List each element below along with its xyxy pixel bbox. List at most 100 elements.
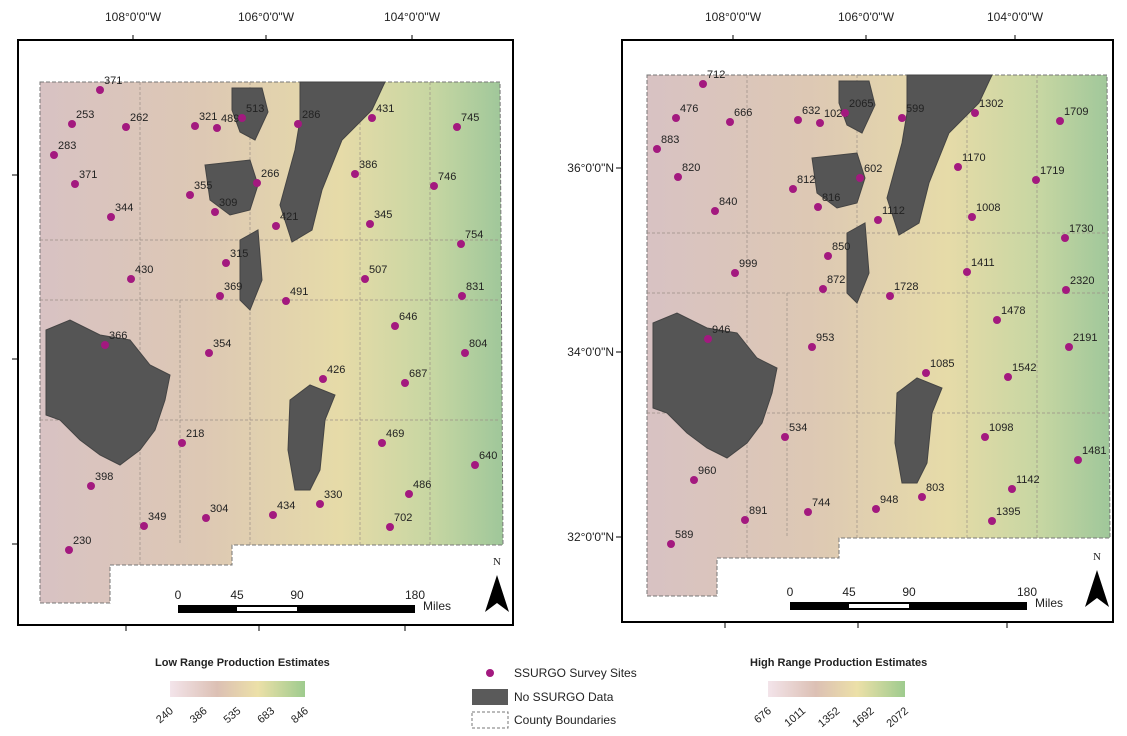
- site-label: 754: [465, 229, 483, 241]
- site-label: 803: [926, 482, 944, 494]
- site-label: 262: [130, 112, 148, 124]
- scale-label: 45: [230, 588, 244, 602]
- survey-site: [874, 216, 882, 224]
- legend-item: No SSURGO Data: [514, 690, 614, 704]
- legend-county-symbol: [472, 712, 508, 728]
- survey-site: [96, 86, 104, 94]
- survey-site: [178, 439, 186, 447]
- survey-site: [216, 292, 224, 300]
- survey-site: [674, 173, 682, 181]
- ramp-label: 676: [752, 705, 774, 726]
- survey-site: [667, 540, 675, 548]
- north-label: N: [1093, 551, 1101, 563]
- site-label: 218: [186, 428, 204, 440]
- ramp-label: 1352: [816, 705, 842, 730]
- survey-site: [391, 322, 399, 330]
- survey-site: [282, 297, 290, 305]
- longitude-label: 106°0'0"W: [838, 10, 895, 24]
- site-label: 891: [749, 505, 767, 517]
- survey-site: [457, 240, 465, 248]
- legend-item: SSURGO Survey Sites: [514, 666, 637, 680]
- survey-site: [71, 180, 79, 188]
- site-label: 355: [194, 180, 212, 192]
- survey-site: [993, 316, 1001, 324]
- site-label: 309: [219, 197, 237, 209]
- site-label: 687: [409, 368, 427, 380]
- site-label: 486: [413, 479, 431, 491]
- site-label: 513: [246, 103, 264, 115]
- survey-site: [731, 269, 739, 277]
- survey-site: [824, 252, 832, 260]
- site-label: 850: [832, 241, 850, 253]
- survey-site: [804, 508, 812, 516]
- survey-site: [816, 119, 824, 127]
- site-label: 1478: [1001, 305, 1025, 317]
- survey-site: [65, 546, 73, 554]
- legend-title: Low Range Production Estimates: [155, 657, 330, 669]
- site-label: 489: [221, 113, 239, 125]
- survey-site: [211, 208, 219, 216]
- scale-unit: Miles: [1035, 596, 1063, 610]
- survey-site: [368, 114, 376, 122]
- ramp-label: 386: [188, 705, 210, 726]
- ramp-label: 683: [255, 705, 277, 726]
- site-label: 2320: [1070, 275, 1094, 287]
- survey-site: [186, 191, 194, 199]
- survey-site: [471, 461, 479, 469]
- survey-site: [704, 335, 712, 343]
- survey-site: [269, 511, 277, 519]
- latitude-label: 34°0'0"N: [567, 345, 614, 359]
- survey-site: [453, 123, 461, 131]
- color-ramp: [768, 681, 905, 697]
- survey-site: [386, 523, 394, 531]
- survey-site: [458, 292, 466, 300]
- scale-bar-segment: [237, 607, 297, 611]
- site-label: 349: [148, 511, 166, 523]
- site-label: 746: [438, 171, 456, 183]
- survey-site: [238, 114, 246, 122]
- survey-site: [122, 123, 130, 131]
- site-label: 640: [479, 450, 497, 462]
- site-label: 366: [109, 330, 127, 342]
- site-label: 840: [719, 196, 737, 208]
- site-label: 371: [79, 169, 97, 181]
- survey-site: [205, 349, 213, 357]
- site-label: 820: [682, 162, 700, 174]
- site-label: 421: [280, 211, 298, 223]
- survey-site: [699, 80, 707, 88]
- site-label: 744: [812, 497, 830, 509]
- site-label: 602: [864, 163, 882, 175]
- survey-site: [781, 433, 789, 441]
- site-label: 534: [789, 422, 807, 434]
- survey-site: [366, 220, 374, 228]
- site-label: 476: [680, 103, 698, 115]
- longitude-label: 106°0'0"W: [238, 10, 295, 24]
- site-label: 426: [327, 364, 345, 376]
- survey-site: [653, 145, 661, 153]
- survey-site: [222, 259, 230, 267]
- scale-label: 0: [787, 585, 794, 599]
- scale-label: 90: [290, 588, 304, 602]
- survey-site: [918, 493, 926, 501]
- site-label: 953: [816, 332, 834, 344]
- survey-site: [1032, 176, 1040, 184]
- scale-unit: Miles: [423, 599, 451, 613]
- latitude-label: 32°0'0"N: [567, 530, 614, 544]
- site-label: 434: [277, 500, 295, 512]
- survey-site: [741, 516, 749, 524]
- survey-site: [726, 118, 734, 126]
- site-label: 1481: [1082, 445, 1106, 457]
- ramp-label: 535: [222, 705, 244, 726]
- site-label: 831: [466, 281, 484, 293]
- survey-site: [856, 174, 864, 182]
- site-label: 345: [374, 209, 392, 221]
- site-label: 2191: [1073, 332, 1097, 344]
- survey-site: [202, 514, 210, 522]
- site-label: 883: [661, 134, 679, 146]
- map-panel: 108°0'0"W106°0'0"W104°0'0"W36°0'0"N34°0'…: [567, 10, 1113, 628]
- site-label: 1719: [1040, 165, 1064, 177]
- survey-site: [814, 203, 822, 211]
- survey-site: [87, 482, 95, 490]
- survey-site: [1008, 485, 1016, 493]
- survey-site: [272, 222, 280, 230]
